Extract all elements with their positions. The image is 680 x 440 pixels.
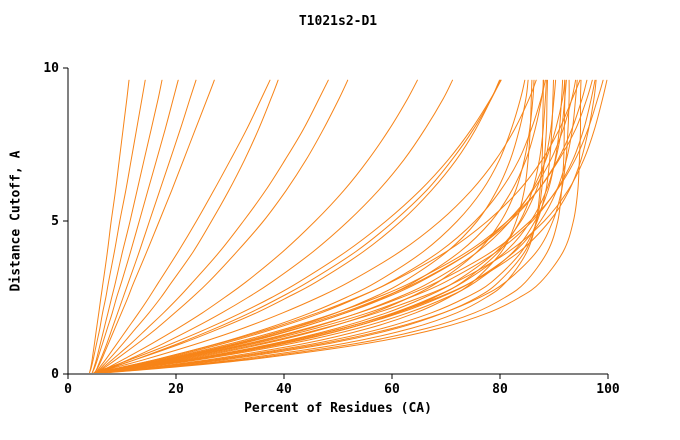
model-curve <box>98 79 604 373</box>
model-curve <box>89 79 146 373</box>
y-tick-label: 5 <box>51 214 59 229</box>
model-curve <box>96 79 329 373</box>
model-curve <box>94 79 197 373</box>
y-tick-label: 0 <box>51 367 59 382</box>
x-tick-label: 60 <box>384 382 400 397</box>
chart-title: T1021s2-D1 <box>298 14 378 29</box>
x-tick-label: 20 <box>168 382 184 397</box>
x-tick-label: 40 <box>276 382 292 397</box>
model-curve <box>103 79 533 373</box>
model-curve <box>95 79 537 373</box>
model-curve <box>94 79 215 373</box>
model-curve <box>102 79 564 373</box>
model-curve <box>97 79 529 373</box>
model-curve <box>100 79 557 373</box>
x-tick-label: 80 <box>492 382 508 397</box>
model-curve <box>93 79 502 373</box>
model-curve <box>98 79 545 373</box>
model-curve <box>97 79 593 373</box>
model-curve <box>91 79 163 373</box>
y-axis-label: Distance Cutoff, A <box>8 150 24 292</box>
model-curve <box>105 79 544 373</box>
model-curve <box>96 79 349 373</box>
model-curve <box>97 79 418 373</box>
model-curve <box>101 79 567 373</box>
model-curve <box>94 79 500 373</box>
y-tick-label: 10 <box>43 61 59 76</box>
x-tick-label: 0 <box>64 382 72 397</box>
model-curve <box>96 79 581 373</box>
model-curve <box>101 79 566 373</box>
model-curve <box>98 79 596 373</box>
model-curve <box>91 79 179 373</box>
model-curve <box>104 79 554 373</box>
x-axis-label: Percent of Residues (CA) <box>244 401 432 416</box>
model-curve <box>99 79 608 373</box>
model-curve <box>105 79 566 373</box>
model-curve <box>89 79 130 373</box>
model-curve <box>96 79 526 373</box>
model-curve <box>95 79 271 373</box>
x-tick-label: 100 <box>596 382 620 397</box>
model-curve <box>105 79 548 373</box>
model-curve <box>96 79 279 373</box>
model-curve <box>98 79 453 373</box>
